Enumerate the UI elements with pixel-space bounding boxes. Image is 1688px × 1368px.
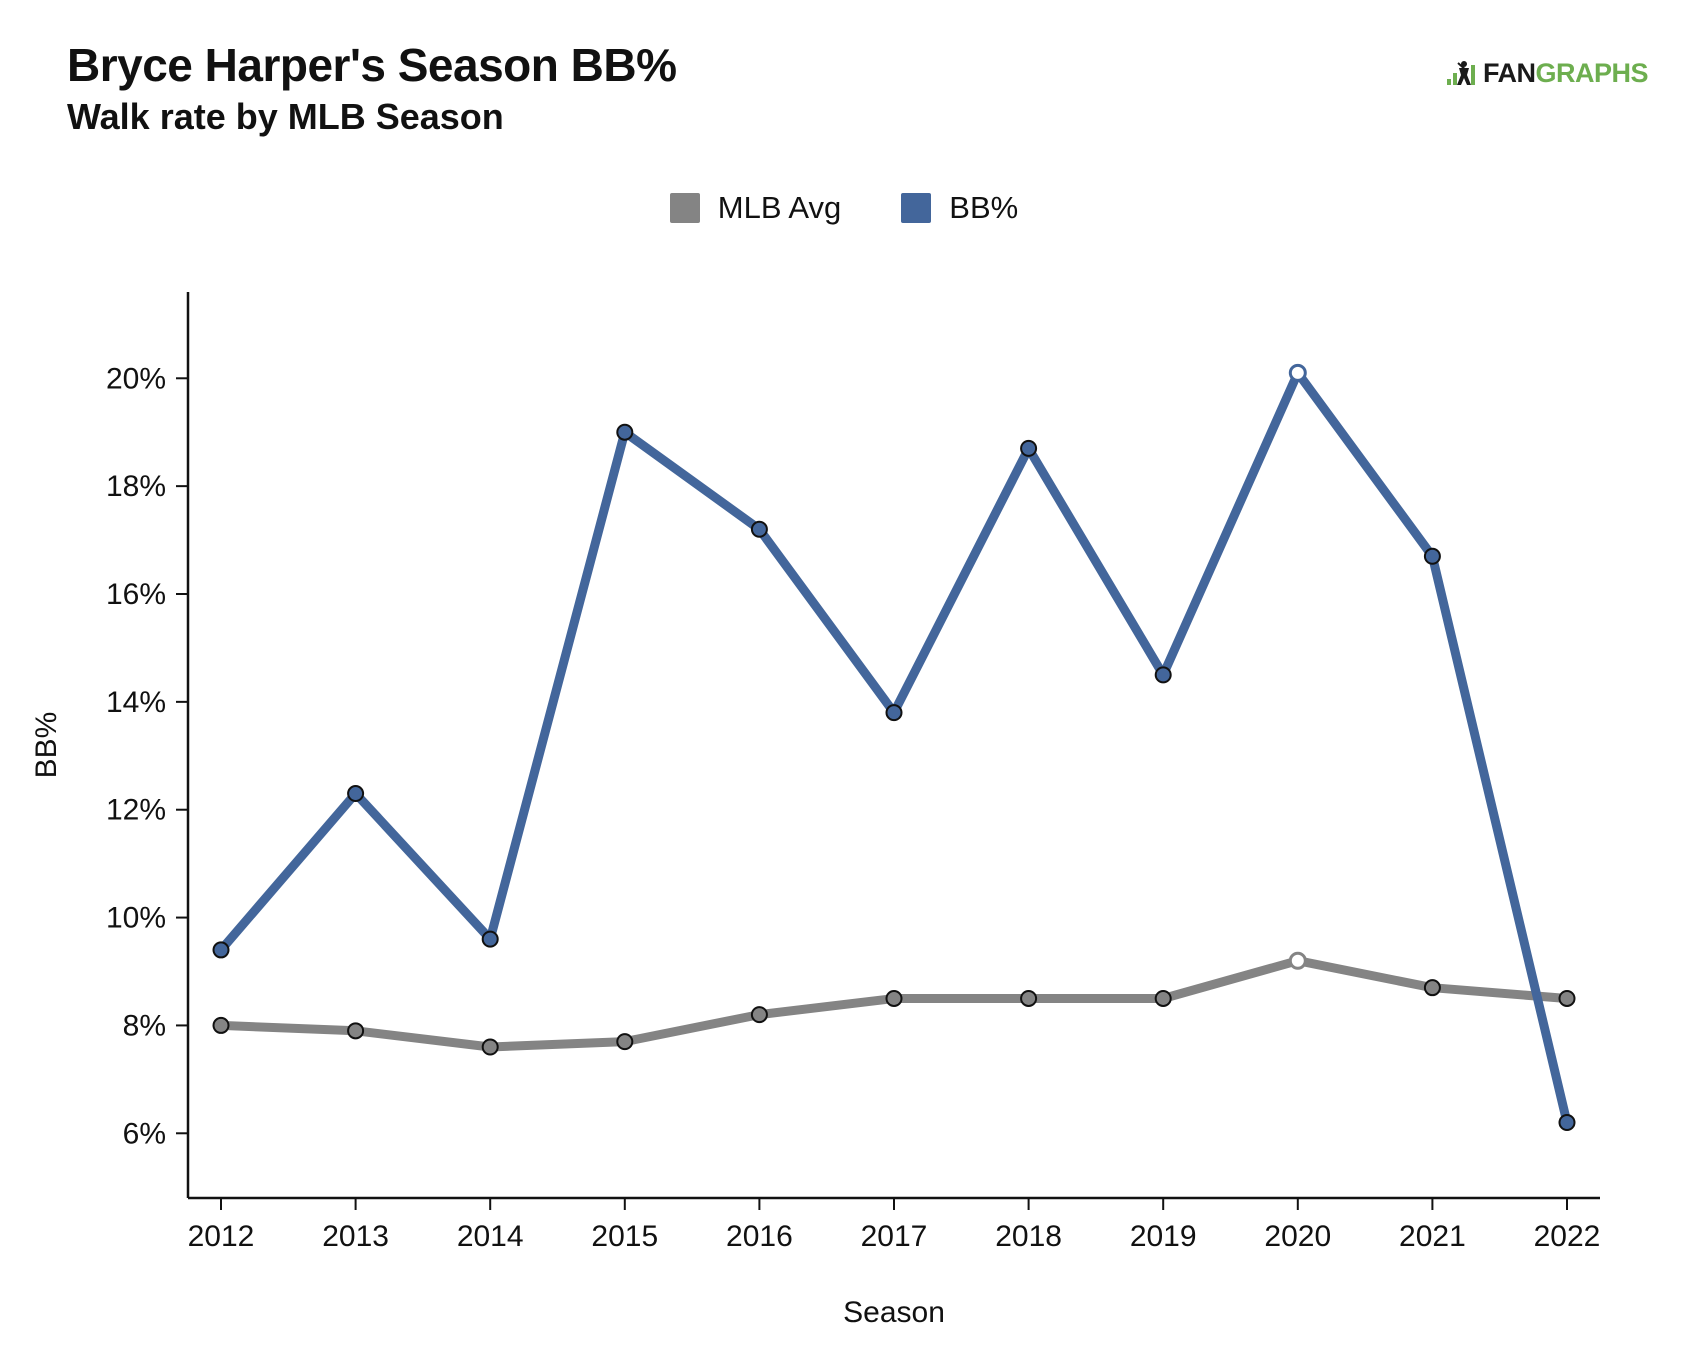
chart-axes: 6% 8% 10% 12% 14% 16% 18% 20% 2012 2013 2014 2015 20… (106, 292, 1600, 1253)
data-point-bb-2019[interactable] (1154, 666, 1172, 684)
x-tick-label: 2020 (1264, 1220, 1331, 1253)
y-axis-title: BB% (30, 712, 63, 779)
data-point-mlb-avg-2012[interactable] (212, 1016, 230, 1034)
data-point-bb-2017[interactable] (885, 704, 903, 722)
legend-label-bb: BB% (949, 190, 1019, 225)
y-tick-label: 10% (106, 902, 166, 935)
data-point-bb-2018[interactable] (1020, 439, 1038, 457)
data-point-mlb-avg-2013[interactable] (347, 1022, 365, 1040)
data-point-bb-2020[interactable] (1288, 363, 1307, 382)
x-tick-label: 2014 (457, 1220, 524, 1253)
x-tick-label: 2012 (188, 1220, 255, 1253)
x-tick-label: 2017 (861, 1220, 928, 1253)
data-point-bb-2022[interactable] (1558, 1114, 1576, 1131)
chart-subtitle: Walk rate by MLB Season (67, 96, 504, 137)
y-tick-label: 6% (123, 1117, 166, 1150)
data-point-bb-2013[interactable] (347, 785, 365, 803)
y-tick-label: 8% (123, 1009, 166, 1042)
y-tick-label: 20% (106, 362, 166, 395)
data-point-bb-2016[interactable] (750, 520, 768, 538)
legend-label-mlb-avg: MLB Avg (717, 190, 842, 225)
data-point-mlb-avg-2016[interactable] (750, 1006, 768, 1024)
y-tick-label: 16% (106, 578, 166, 611)
chart-legend: MLB Avg BB% (0, 190, 1688, 226)
data-point-mlb-avg-2019[interactable] (1154, 989, 1172, 1007)
data-point-mlb-avg-2014[interactable] (481, 1038, 499, 1056)
data-point-mlb-avg-2020[interactable] (1288, 951, 1307, 970)
data-point-bb-2014[interactable] (481, 930, 499, 948)
data-point-mlb-avg-2018[interactable] (1020, 989, 1038, 1007)
logo-fan-text: FAN (1482, 58, 1536, 88)
y-tick-label: 18% (106, 470, 166, 503)
x-tick-label: 2016 (726, 1220, 793, 1253)
data-point-bb-2012[interactable] (212, 941, 230, 959)
legend-swatch-mlb-avg (669, 193, 700, 223)
series-line-bb (216, 368, 1572, 1127)
data-point-mlb-avg-2022[interactable] (1558, 989, 1576, 1007)
data-point-bb-2015[interactable] (616, 423, 634, 441)
x-tick-label: 2018 (995, 1220, 1062, 1253)
y-tick-label: 12% (106, 794, 166, 827)
fangraphs-logo[interactable]: FAN GRAPHS (1445, 58, 1648, 89)
fangraphs-batter-icon (1446, 60, 1475, 85)
legend-swatch-bb (901, 193, 932, 223)
x-tick-label: 2015 (591, 1220, 658, 1253)
chart-series (212, 363, 1576, 1131)
chart-title: Bryce Harper's Season BB% (67, 39, 677, 91)
legend-item-bb[interactable]: BB% (901, 190, 1018, 226)
y-tick-label: 14% (106, 686, 166, 719)
x-tick-label: 2022 (1534, 1220, 1601, 1253)
legend-item-mlb-avg[interactable]: MLB Avg (669, 190, 842, 226)
x-tick-label: 2021 (1399, 1220, 1466, 1253)
x-tick-label: 2013 (322, 1220, 389, 1253)
x-tick-label: 2019 (1130, 1220, 1197, 1253)
x-axis-title: Season (843, 1296, 945, 1329)
logo-graphs-text: GRAPHS (1535, 58, 1648, 88)
data-point-mlb-avg-2015[interactable] (616, 1033, 634, 1051)
data-point-mlb-avg-2017[interactable] (885, 989, 903, 1007)
data-point-mlb-avg-2021[interactable] (1423, 979, 1441, 997)
data-point-bb-2021[interactable] (1423, 547, 1441, 565)
